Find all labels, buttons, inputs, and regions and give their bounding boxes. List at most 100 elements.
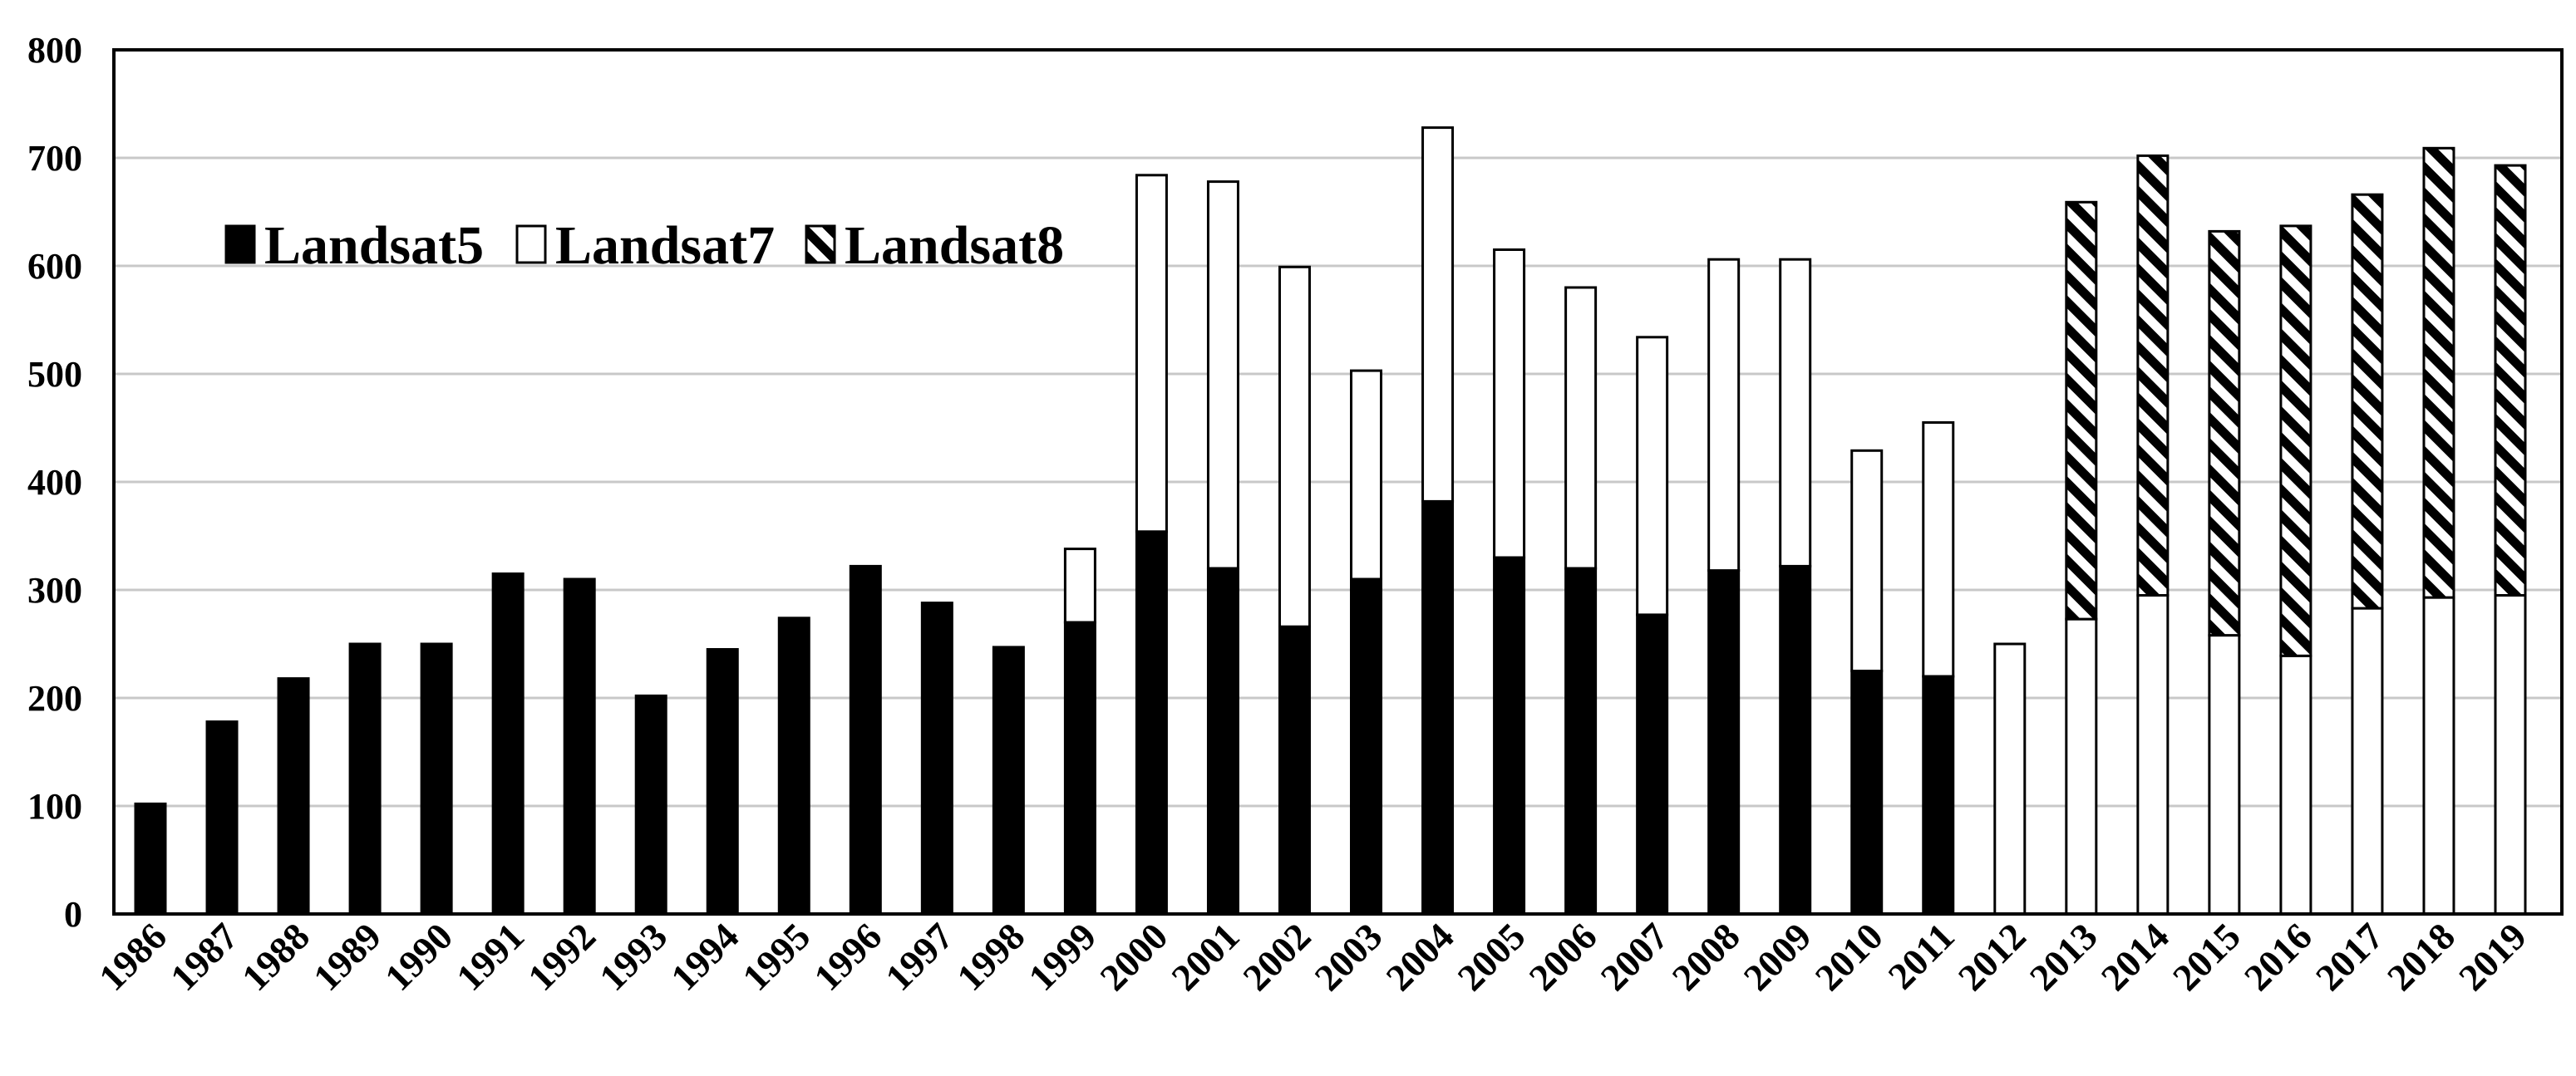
x-tick-label-2019: 2019 xyxy=(2450,915,2534,999)
x-tick-label-2001: 2001 xyxy=(1163,915,1247,999)
bar-landsat7-2006 xyxy=(1564,286,1598,570)
x-tick-label-1993: 1993 xyxy=(591,915,675,999)
bar-landsat8-2014 xyxy=(2136,154,2170,597)
x-tick-label-2012: 2012 xyxy=(1950,915,2034,999)
legend: Landsat5 Landsat7 Landsat8 xyxy=(224,215,1064,276)
x-tick-label-2017: 2017 xyxy=(2308,915,2391,999)
x-tick-label-1986: 1986 xyxy=(91,915,175,999)
bar-landsat7-2014 xyxy=(2136,594,2170,916)
plot-frame xyxy=(112,48,2564,916)
y-tick-label: 0 xyxy=(64,894,82,935)
x-tick-label-1997: 1997 xyxy=(877,915,961,999)
x-tick-label-2015: 2015 xyxy=(2165,915,2248,999)
x-tick-label-2000: 2000 xyxy=(1091,915,1175,999)
bars-layer xyxy=(134,126,2527,916)
gridlines xyxy=(114,48,2562,808)
x-tick-label-1995: 1995 xyxy=(734,915,818,999)
bar-landsat5-2003 xyxy=(1350,577,1383,916)
bar-landsat7-2008 xyxy=(1707,258,1741,572)
x-tick-label-2005: 2005 xyxy=(1450,915,1534,999)
legend-label-landsat5: Landsat5 xyxy=(264,215,484,276)
bar-landsat7-2000 xyxy=(1135,174,1168,533)
bar-landsat5-1995 xyxy=(777,617,810,916)
bar-landsat5-1994 xyxy=(706,648,739,916)
bar-landsat7-1999 xyxy=(1063,548,1096,624)
x-tick-label-2002: 2002 xyxy=(1234,915,1318,999)
y-tick-label: 600 xyxy=(27,246,82,287)
bar-landsat8-2019 xyxy=(2494,164,2527,597)
y-tick-label: 700 xyxy=(27,138,82,179)
bar-landsat8-2018 xyxy=(2422,146,2455,599)
y-tick-label: 400 xyxy=(27,462,82,503)
bar-landsat8-2017 xyxy=(2351,193,2384,610)
bar-landsat5-2007 xyxy=(1636,613,1669,916)
x-tick-label-1990: 1990 xyxy=(377,915,461,999)
bar-landsat7-2003 xyxy=(1350,369,1383,581)
x-tick-label-1989: 1989 xyxy=(305,915,389,999)
bar-landsat7-2009 xyxy=(1779,258,1812,567)
legend-swatch-landsat8 xyxy=(805,224,836,264)
x-tick-label-1988: 1988 xyxy=(234,915,318,999)
y-tick-label: 100 xyxy=(27,786,82,827)
bar-landsat5-1986 xyxy=(134,802,167,916)
bar-landsat7-2005 xyxy=(1493,248,1526,559)
bar-landsat5-1990 xyxy=(420,642,453,916)
bar-landsat7-2010 xyxy=(1850,449,1884,672)
bar-landsat5-2011 xyxy=(1922,675,1955,916)
bar-landsat8-2013 xyxy=(2065,200,2098,621)
bar-landsat5-2005 xyxy=(1493,556,1526,916)
x-tick-label-1996: 1996 xyxy=(805,915,889,999)
bar-landsat5-1998 xyxy=(992,646,1025,916)
bar-landsat8-2016 xyxy=(2279,224,2312,657)
bar-landsat7-2016 xyxy=(2279,654,2312,916)
bar-landsat5-1991 xyxy=(491,572,525,916)
x-tick-label-2010: 2010 xyxy=(1807,915,1891,999)
x-tick-label-2007: 2007 xyxy=(1593,915,1677,999)
x-axis-tick-labels: 1986198719881989199019911992199319941995… xyxy=(91,915,2534,999)
x-tick-label-2009: 2009 xyxy=(1736,915,1820,999)
legend-label-landsat8: Landsat8 xyxy=(845,215,1064,276)
x-tick-label-2006: 2006 xyxy=(1521,915,1605,999)
bar-landsat5-1992 xyxy=(563,577,596,916)
bar-landsat7-2018 xyxy=(2422,596,2455,916)
bar-landsat7-2013 xyxy=(2065,617,2098,916)
bar-landsat7-2002 xyxy=(1278,265,1311,628)
bar-landsat7-2001 xyxy=(1206,180,1239,570)
x-tick-label-2014: 2014 xyxy=(2093,915,2177,999)
bar-landsat5-2002 xyxy=(1278,625,1311,916)
x-tick-label-1992: 1992 xyxy=(520,915,603,999)
legend-swatch-landsat7 xyxy=(515,224,547,264)
x-tick-label-2013: 2013 xyxy=(2022,915,2106,999)
bar-landsat5-2009 xyxy=(1779,564,1812,916)
y-axis-tick-labels: 0 100 200 300 400 500 600 700 800 xyxy=(27,30,82,935)
bar-landsat5-1988 xyxy=(277,677,310,916)
x-tick-label-2018: 2018 xyxy=(2379,915,2463,999)
y-tick-label: 500 xyxy=(27,354,82,395)
bar-landsat5-1989 xyxy=(348,642,382,916)
bar-landsat5-2010 xyxy=(1850,670,1884,916)
x-tick-label-2008: 2008 xyxy=(1664,915,1748,999)
y-tick-label: 200 xyxy=(27,678,82,719)
bar-landsat5-2001 xyxy=(1206,567,1239,916)
x-tick-label-2004: 2004 xyxy=(1378,915,1462,999)
x-tick-label-1998: 1998 xyxy=(948,915,1032,999)
bar-landsat5-1987 xyxy=(205,720,239,916)
bar-landsat7-2012 xyxy=(1993,642,2027,916)
legend-swatch-landsat5 xyxy=(224,224,256,264)
x-tick-label-2016: 2016 xyxy=(2236,915,2320,999)
x-tick-label-2011: 2011 xyxy=(1880,915,1963,997)
bar-landsat7-2015 xyxy=(2208,634,2241,916)
bar-landsat7-2011 xyxy=(1922,421,1955,678)
x-tick-label-1991: 1991 xyxy=(448,915,532,999)
bar-landsat5-2008 xyxy=(1707,569,1741,916)
axes-layer xyxy=(112,48,2564,916)
bar-landsat7-2017 xyxy=(2351,607,2384,916)
bar-landsat5-1996 xyxy=(849,564,882,916)
bar-landsat5-2000 xyxy=(1135,530,1168,916)
x-tick-label-1999: 1999 xyxy=(1020,915,1104,999)
y-tick-label: 800 xyxy=(27,30,82,71)
x-tick-label-2003: 2003 xyxy=(1306,915,1390,999)
bar-landsat7-2004 xyxy=(1421,126,1455,503)
bar-landsat8-2015 xyxy=(2208,229,2241,637)
